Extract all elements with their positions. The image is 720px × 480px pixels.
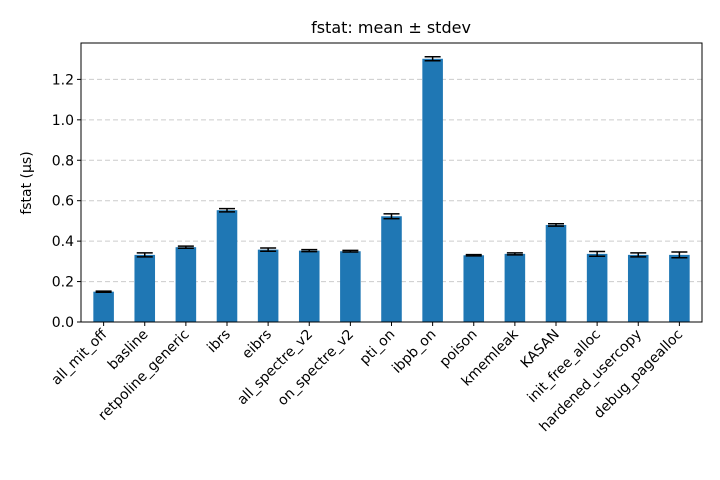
error-bar-poison bbox=[465, 253, 482, 257]
bar-eibrs bbox=[257, 249, 279, 322]
error-bar-eibrs bbox=[260, 247, 277, 252]
bar-all_mit_off bbox=[93, 291, 114, 322]
bar-retpoline_generic bbox=[175, 247, 197, 322]
error-bar-hardened_usercopy bbox=[630, 252, 647, 258]
error-bar-KASAN bbox=[548, 222, 565, 227]
x-tick-label: ibrs bbox=[204, 327, 234, 357]
x-tick-label: eibrs bbox=[239, 327, 275, 363]
error-bar-basline bbox=[136, 252, 153, 258]
x-tick-label: on_spectre_v2 bbox=[275, 327, 358, 410]
bar-basline bbox=[134, 254, 156, 322]
bar-init_free_alloc bbox=[586, 253, 608, 322]
y-axis-label: fstat (µs) bbox=[19, 151, 35, 214]
bar-all_spectre_v2 bbox=[298, 250, 320, 322]
error-bar-on_spectre_v2 bbox=[342, 249, 359, 253]
error-bar-kmemleak bbox=[506, 252, 523, 256]
bar-kmemleak bbox=[504, 253, 526, 322]
y-tick-label: 0.8 bbox=[52, 153, 74, 169]
x-tick-label: init_free_alloc bbox=[524, 327, 603, 406]
y-tick-label: 0.0 bbox=[52, 315, 74, 331]
bar-hardened_usercopy bbox=[627, 254, 649, 322]
bar-pti_on bbox=[381, 216, 402, 322]
error-bar-retpoline_generic bbox=[177, 245, 194, 249]
error-bar-debug_pagealloc bbox=[671, 251, 688, 259]
bar-debug_pagealloc bbox=[669, 254, 690, 322]
error-bar-pti_on bbox=[383, 213, 400, 220]
bar-ibrs bbox=[216, 210, 238, 322]
bars bbox=[93, 58, 690, 323]
x-tick-label: ibpb_on bbox=[389, 327, 439, 377]
error-bar-ibpb_on bbox=[424, 55, 441, 62]
error-bar-ibrs bbox=[218, 207, 235, 213]
bar-ibpb_on bbox=[422, 58, 443, 323]
error-bars bbox=[95, 55, 688, 294]
chart-title: fstat: mean ± stdev bbox=[311, 18, 471, 37]
y-tick-label: 0.2 bbox=[52, 275, 74, 291]
y-tick-label: 0.6 bbox=[52, 194, 74, 210]
y-axis: 0.0 0.2 0.4 0.6 0.8 1.0 1.2 bbox=[52, 72, 81, 331]
bar-on_spectre_v2 bbox=[340, 251, 361, 322]
bar-KASAN bbox=[545, 224, 567, 322]
error-bar-init_free_alloc bbox=[589, 250, 606, 258]
y-tick-label: 0.4 bbox=[52, 234, 74, 250]
y-tick-label: 1.2 bbox=[52, 72, 74, 88]
x-tick-label: all_mit_off bbox=[49, 326, 111, 388]
error-bar-all_spectre_v2 bbox=[301, 248, 318, 253]
error-bar-all_mit_off bbox=[95, 290, 112, 294]
y-tick-label: 1.0 bbox=[52, 113, 74, 129]
bar-poison bbox=[463, 255, 485, 322]
